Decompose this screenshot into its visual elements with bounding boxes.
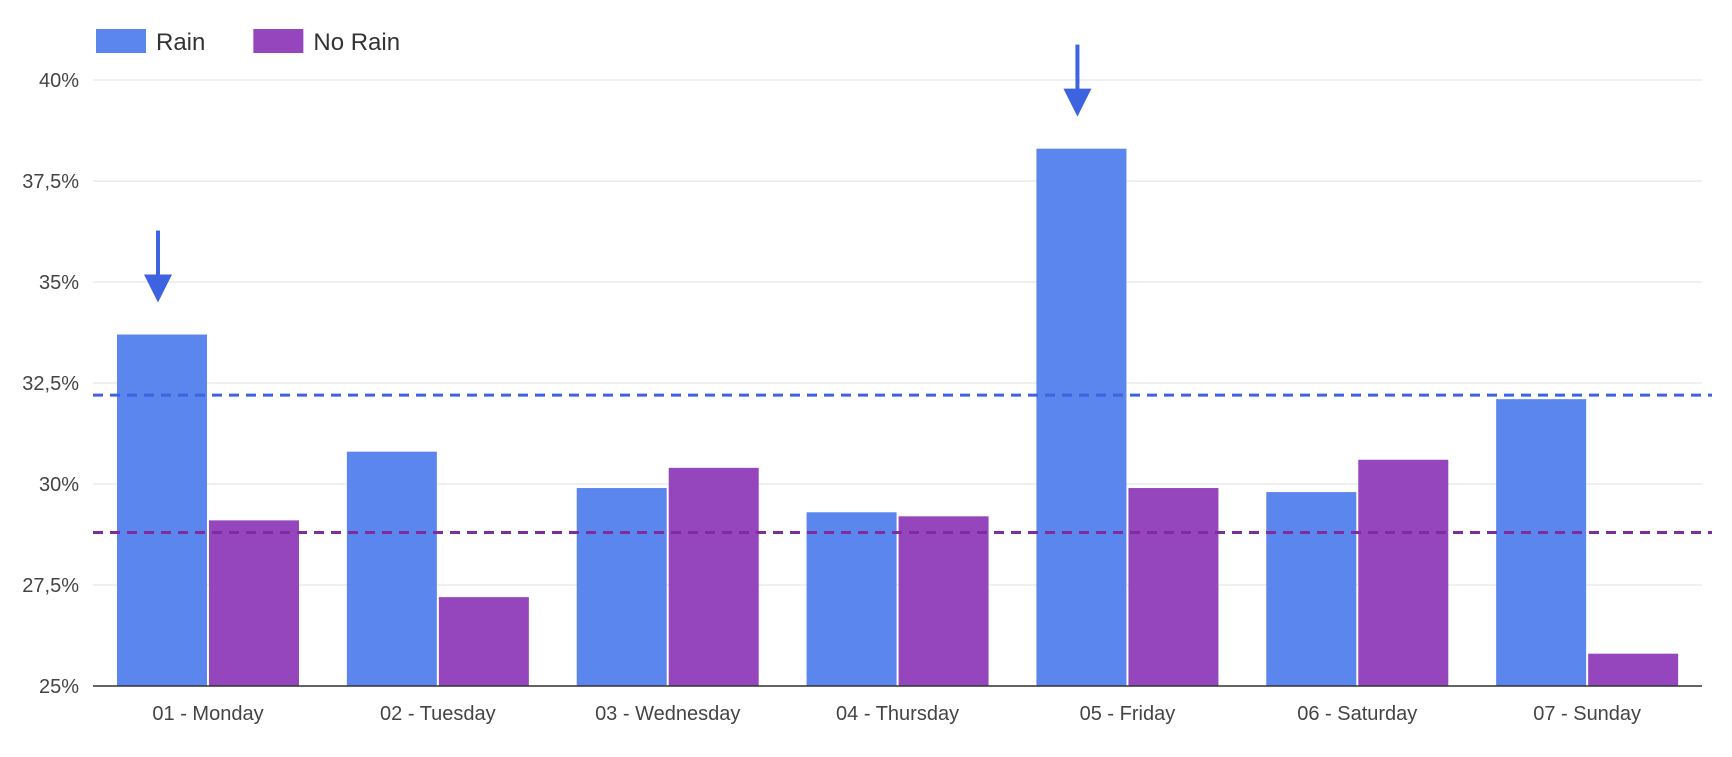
x-tick-label: 03 - Wednesday: [595, 703, 740, 725]
x-tick-label: 05 - Friday: [1080, 703, 1176, 725]
y-tick-label: 27,5%: [22, 575, 79, 597]
bar-no-rain-1[interactable]: [209, 520, 299, 686]
bar-no-rain-4[interactable]: [898, 516, 989, 686]
y-tick-label: 37,5%: [22, 171, 79, 193]
bars: [117, 148, 1679, 686]
legend-label: No Rain: [313, 29, 400, 56]
x-tick-label: 04 - Thursday: [836, 703, 959, 725]
arrow-down-icon: [144, 230, 172, 303]
bar-rain-7[interactable]: [1496, 399, 1587, 686]
legend-item-no-rain[interactable]: No Rain: [253, 29, 400, 56]
y-tick-label: 32,5%: [22, 373, 79, 395]
reference-lines: [93, 393, 1712, 534]
y-tick-label: 25%: [39, 676, 79, 698]
bar-rain-5[interactable]: [1036, 148, 1127, 686]
bar-rain-1[interactable]: [117, 334, 207, 686]
annotations: [144, 44, 1092, 303]
x-tick-label: 01 - Monday: [152, 703, 263, 725]
bar-no-rain-6[interactable]: [1358, 459, 1449, 686]
y-tick-label: 40%: [39, 70, 79, 92]
legend-item-rain[interactable]: Rain: [96, 29, 205, 56]
bar-no-rain-5[interactable]: [1128, 488, 1219, 686]
bar-no-rain-3[interactable]: [668, 467, 759, 686]
y-tick-label: 30%: [39, 474, 79, 496]
arrow-down-icon: [1063, 44, 1092, 117]
bar-no-rain-2[interactable]: [438, 597, 529, 686]
bar-rain-3[interactable]: [576, 488, 667, 686]
axes: 25% 27,5% 30% 32,5% 35% 37,5% 40% 01 - Monday 02…: [22, 70, 1702, 725]
legend[interactable]: Rain No Rain: [96, 29, 400, 56]
x-tick-label: 06 - Saturday: [1297, 703, 1417, 725]
legend-swatch: [253, 29, 304, 53]
legend-label: Rain: [156, 29, 205, 56]
legend-swatch: [96, 29, 146, 53]
grid-lines: [93, 79, 1702, 687]
bar-no-rain-7[interactable]: [1588, 653, 1679, 686]
x-tick-label: 07 - Sunday: [1533, 703, 1641, 725]
x-tick-label: 02 - Tuesday: [380, 703, 496, 725]
bar-rain-4[interactable]: [806, 512, 897, 686]
bar-rain-6[interactable]: [1266, 492, 1357, 686]
bar-rain-2[interactable]: [346, 451, 437, 686]
y-tick-label: 35%: [39, 272, 79, 294]
